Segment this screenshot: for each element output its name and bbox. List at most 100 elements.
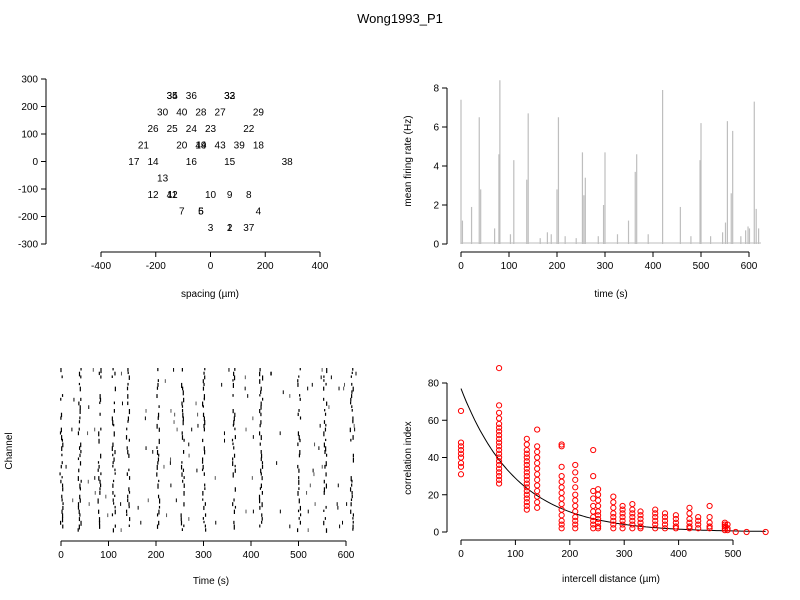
raster-x-axis-tick-label: 400 bbox=[243, 550, 260, 561]
raster-spike bbox=[112, 453, 114, 457]
firing-rate-y-axis-tick-label: 6 bbox=[433, 123, 439, 134]
raster-spike bbox=[279, 431, 281, 436]
raster-spike bbox=[349, 427, 351, 433]
raster-spike bbox=[352, 386, 354, 392]
electrode-label: 8 bbox=[246, 190, 252, 201]
raster-spike bbox=[231, 438, 234, 442]
raster-spike bbox=[312, 468, 314, 473]
raster-spike bbox=[307, 509, 309, 514]
raster-spike bbox=[170, 483, 172, 488]
correlation-point bbox=[534, 487, 541, 495]
raster-spike bbox=[323, 509, 325, 512]
layout-x-axis-label: spacing (µm) bbox=[181, 289, 239, 300]
raster-spike bbox=[233, 524, 235, 530]
raster-spike bbox=[352, 513, 354, 517]
raster-spike bbox=[350, 375, 352, 378]
raster-spike bbox=[350, 498, 353, 502]
raster-spike bbox=[314, 442, 316, 447]
correlation-point bbox=[558, 525, 565, 532]
raster-spike bbox=[71, 427, 73, 432]
electrode-label: 10 bbox=[205, 190, 217, 201]
raster-spike bbox=[61, 498, 63, 502]
electrode-label: 24 bbox=[186, 124, 198, 135]
raster-spike bbox=[204, 487, 206, 491]
raster-spike bbox=[182, 479, 184, 483]
raster-spike bbox=[262, 397, 264, 401]
raster-spike bbox=[261, 517, 263, 521]
correlation-point bbox=[572, 517, 579, 524]
correlation-point bbox=[686, 525, 693, 532]
firing-rate-x-axis-tick-label: 500 bbox=[693, 261, 710, 272]
raster-spike bbox=[233, 453, 236, 458]
raster-spike bbox=[114, 524, 116, 528]
raster-y-axis-label: Channel bbox=[4, 432, 15, 469]
raster-spike bbox=[100, 472, 102, 476]
raster-spike bbox=[234, 464, 236, 468]
raster-spike bbox=[94, 427, 96, 432]
raster-spike bbox=[232, 472, 234, 478]
raster-spike bbox=[325, 528, 328, 533]
raster-spike bbox=[325, 438, 327, 442]
correlation-point bbox=[495, 454, 503, 461]
raster-spike bbox=[60, 427, 62, 433]
raster-spike bbox=[203, 371, 205, 375]
raster-spike bbox=[260, 405, 262, 410]
firing-rate-x-axis-tick-label: 300 bbox=[597, 261, 614, 272]
raster-spike bbox=[325, 483, 328, 489]
raster-spike bbox=[127, 368, 129, 372]
electrode-label: 27 bbox=[215, 108, 227, 119]
raster-spike bbox=[259, 394, 261, 397]
raster-spike bbox=[87, 431, 89, 436]
raster-spike bbox=[299, 416, 302, 420]
raster-spike bbox=[157, 368, 159, 372]
layout-y-axis-tick-label: -200 bbox=[18, 212, 38, 223]
raster-spike bbox=[346, 502, 348, 506]
correlation-point bbox=[652, 506, 659, 513]
layout-x-axis-tick-label: -400 bbox=[91, 261, 111, 272]
raster-spike bbox=[77, 476, 79, 481]
raster-spike bbox=[234, 427, 236, 431]
raster-spike bbox=[282, 390, 284, 395]
raster-spike bbox=[233, 520, 235, 525]
raster-spike bbox=[260, 390, 262, 394]
raster-spike bbox=[105, 494, 107, 499]
correlation-point bbox=[661, 525, 669, 532]
raster-spike bbox=[114, 509, 116, 515]
raster-spike bbox=[99, 397, 102, 402]
correlation-point bbox=[572, 469, 579, 476]
correlation-point bbox=[637, 525, 644, 532]
raster-spike bbox=[97, 498, 99, 504]
raster-spike bbox=[313, 472, 315, 477]
correlation-point bbox=[558, 512, 565, 519]
layout-y-axis-tick-label: -100 bbox=[18, 185, 38, 196]
raster-spike bbox=[173, 420, 175, 424]
raster-spike bbox=[94, 491, 96, 495]
raster-spike bbox=[60, 464, 62, 469]
raster-spike bbox=[79, 405, 81, 410]
correlation-point bbox=[572, 476, 579, 483]
raster-spike bbox=[98, 509, 100, 514]
raster-spike bbox=[232, 457, 234, 461]
raster-spike bbox=[77, 502, 80, 507]
raster-spike bbox=[352, 524, 354, 529]
raster-spike bbox=[232, 442, 234, 446]
raster-spike bbox=[202, 517, 204, 520]
raster-spike bbox=[92, 368, 94, 372]
raster-spike bbox=[113, 401, 115, 405]
correlation-point bbox=[523, 473, 530, 480]
electrode-layout-panel: spacing (µm) -400 -200 0 200 400-300-200-100… bbox=[18, 75, 329, 301]
firing-rate-x-axis-tick-label: 600 bbox=[741, 261, 758, 272]
raster-spike bbox=[330, 375, 332, 380]
raster-spike bbox=[98, 476, 100, 481]
raster-spike bbox=[203, 382, 205, 387]
correlation-point bbox=[495, 465, 503, 472]
raster-spike bbox=[113, 431, 115, 437]
raster-spike bbox=[233, 420, 235, 426]
raster-spike bbox=[113, 423, 115, 427]
raster-spike bbox=[252, 509, 254, 514]
correlation-point bbox=[523, 495, 530, 502]
raster-spike bbox=[349, 487, 352, 492]
correlation-point bbox=[495, 424, 503, 431]
raster-spike bbox=[111, 416, 113, 421]
raster-spike bbox=[202, 412, 205, 417]
